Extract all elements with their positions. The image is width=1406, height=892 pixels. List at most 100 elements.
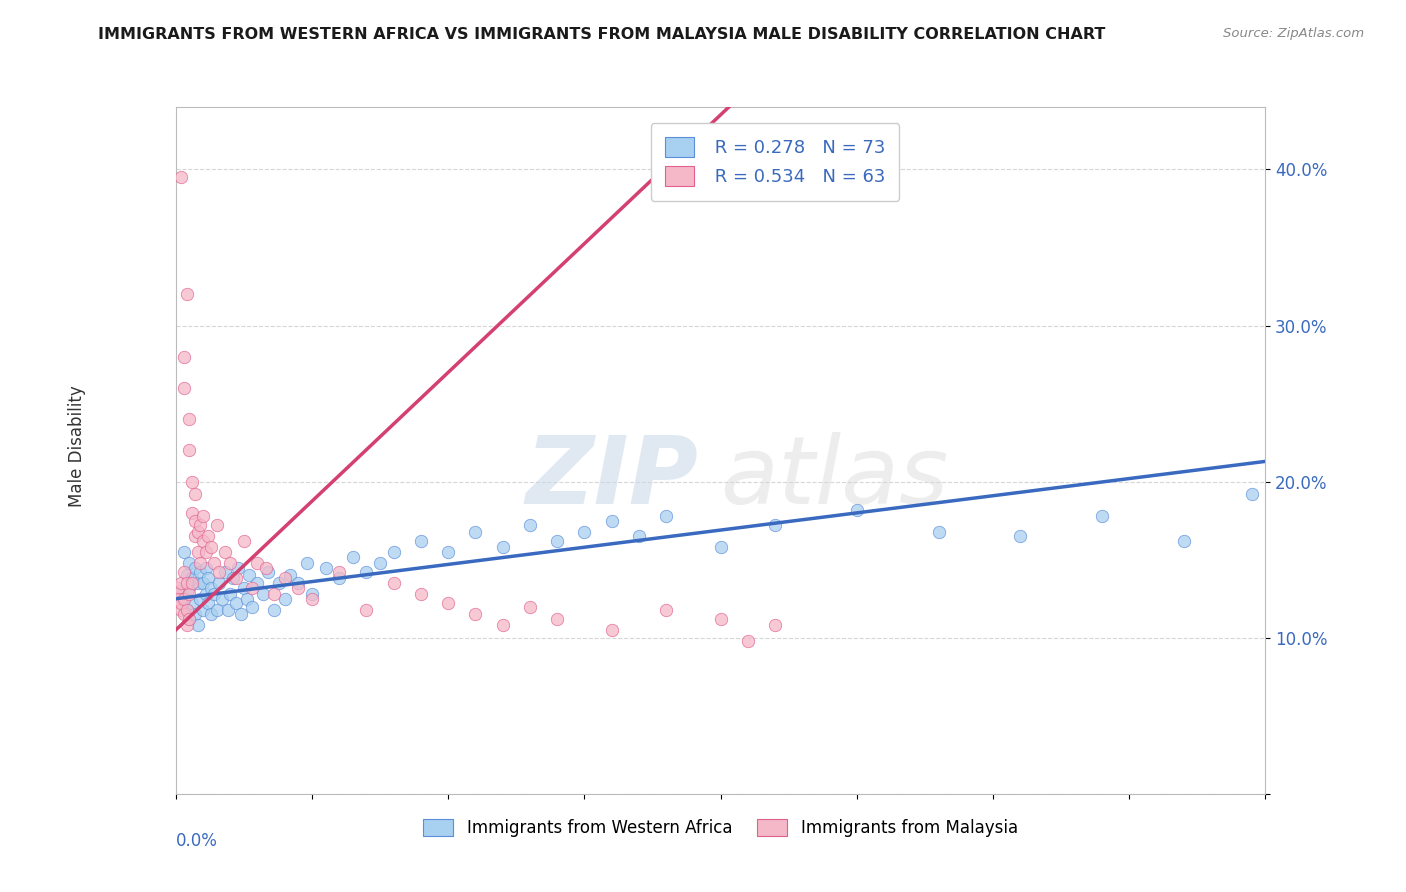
Point <box>492 540 515 554</box>
Point <box>254 560 277 574</box>
Point <box>186 524 209 539</box>
Point <box>186 618 209 632</box>
Point <box>710 612 733 626</box>
Point <box>181 596 204 610</box>
Point <box>170 603 193 617</box>
Point <box>173 350 195 364</box>
Point <box>188 556 211 570</box>
Point <box>184 607 207 622</box>
Point <box>574 524 596 539</box>
Point <box>437 596 460 610</box>
Point <box>188 566 211 580</box>
Point <box>246 576 269 591</box>
Point <box>181 571 204 585</box>
Text: Source: ZipAtlas.com: Source: ZipAtlas.com <box>1223 27 1364 40</box>
Point <box>263 603 285 617</box>
Point <box>287 581 309 595</box>
Point <box>184 529 207 543</box>
Point <box>655 603 678 617</box>
Point <box>763 518 786 533</box>
Point <box>356 603 378 617</box>
Point <box>845 502 868 516</box>
Point <box>173 607 195 622</box>
Text: atlas: atlas <box>721 433 949 524</box>
Point <box>214 566 236 580</box>
Point <box>191 576 214 591</box>
Point <box>274 591 297 606</box>
Point <box>232 533 254 548</box>
Point <box>519 599 541 614</box>
Point <box>1010 529 1032 543</box>
Point <box>181 475 204 489</box>
Point <box>409 587 432 601</box>
Point <box>246 556 269 570</box>
Point <box>200 581 222 595</box>
Point <box>437 545 460 559</box>
Point <box>167 581 190 595</box>
Point <box>179 587 201 601</box>
Point <box>176 603 198 617</box>
Point <box>315 560 337 574</box>
Point <box>1240 487 1263 501</box>
Point <box>240 599 263 614</box>
Point <box>546 612 568 626</box>
Point <box>519 518 541 533</box>
Point <box>194 545 217 559</box>
Point <box>181 506 204 520</box>
Point <box>179 612 201 626</box>
Point <box>231 607 253 622</box>
Point <box>240 581 263 595</box>
Point <box>205 518 228 533</box>
Point <box>173 591 195 606</box>
Point <box>176 287 198 301</box>
Point <box>197 571 219 585</box>
Point <box>600 623 623 637</box>
Point <box>1173 533 1195 548</box>
Point <box>186 545 209 559</box>
Point <box>200 540 222 554</box>
Point <box>600 514 623 528</box>
Point <box>627 529 650 543</box>
Point <box>208 566 231 580</box>
Point <box>368 556 391 570</box>
Point <box>176 618 198 632</box>
Text: IMMIGRANTS FROM WESTERN AFRICA VS IMMIGRANTS FROM MALAYSIA MALE DISABILITY CORRE: IMMIGRANTS FROM WESTERN AFRICA VS IMMIGR… <box>98 27 1105 42</box>
Point <box>232 581 254 595</box>
Point <box>170 596 193 610</box>
Point <box>176 603 198 617</box>
Point <box>173 591 195 606</box>
Point <box>188 591 211 606</box>
Point <box>763 618 786 632</box>
Point <box>200 607 222 622</box>
Point <box>179 412 201 426</box>
Point <box>235 591 257 606</box>
Point <box>194 560 217 574</box>
Point <box>295 556 318 570</box>
Point <box>184 560 207 574</box>
Point <box>188 518 211 533</box>
Point <box>173 566 195 580</box>
Point <box>170 583 193 598</box>
Point <box>263 587 285 601</box>
Point <box>170 170 193 185</box>
Point <box>176 568 198 582</box>
Point <box>179 612 201 626</box>
Point <box>197 529 219 543</box>
Point <box>184 514 207 528</box>
Point <box>208 576 231 591</box>
Point <box>202 587 225 601</box>
Point <box>225 596 247 610</box>
Point <box>228 560 250 574</box>
Point <box>191 603 214 617</box>
Point <box>328 571 350 585</box>
Point <box>167 591 190 606</box>
Point <box>173 545 195 559</box>
Point <box>219 556 242 570</box>
Point <box>225 571 247 585</box>
Point <box>1091 508 1114 523</box>
Point <box>546 533 568 548</box>
Point <box>492 618 515 632</box>
Point <box>464 607 486 622</box>
Point <box>214 545 236 559</box>
Text: Male Disability: Male Disability <box>69 385 86 507</box>
